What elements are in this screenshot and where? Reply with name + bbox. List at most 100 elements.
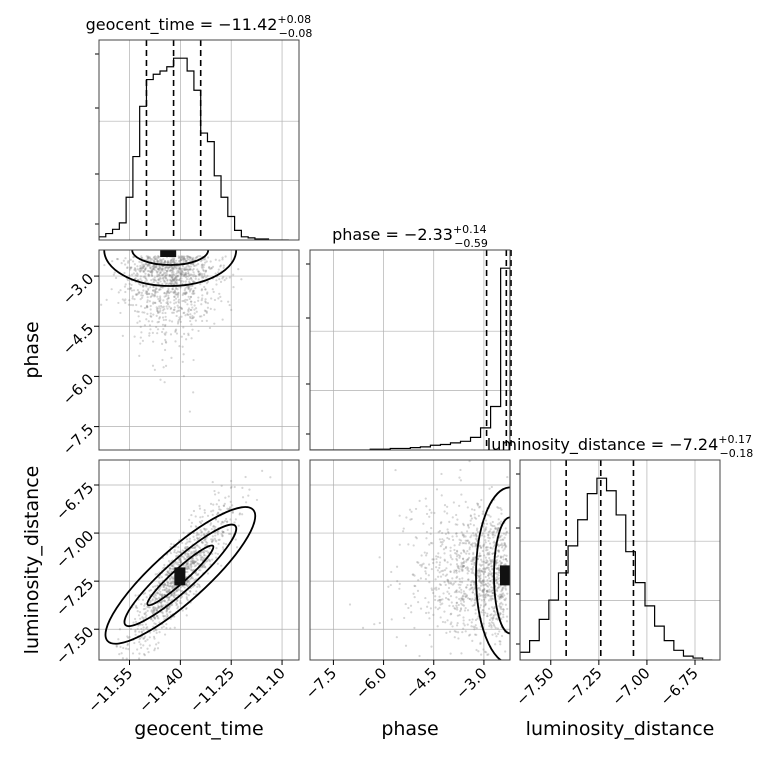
sample-point	[479, 558, 483, 561]
sample-point	[193, 292, 196, 295]
sample-point	[153, 368, 156, 371]
sample-point	[152, 313, 155, 316]
sample-point	[160, 342, 164, 345]
sample-point	[163, 348, 167, 352]
sample-point	[93, 262, 95, 264]
sample-point	[163, 271, 166, 274]
sample-point	[496, 581, 499, 584]
sample-point	[470, 543, 473, 546]
sample-point	[168, 274, 172, 277]
sample-point	[495, 635, 498, 638]
sample-point	[496, 627, 499, 630]
sample-point	[182, 267, 185, 270]
sample-point	[195, 525, 198, 529]
sample-point	[184, 565, 187, 568]
sample-point	[141, 285, 145, 288]
histogram-geocent_time	[99, 57, 289, 240]
sample-point	[181, 345, 184, 348]
sample-point	[200, 551, 203, 554]
sample-point	[160, 259, 163, 262]
sample-point	[157, 310, 160, 314]
sample-point	[459, 539, 463, 542]
sample-point	[440, 472, 443, 476]
sample-point	[151, 271, 154, 274]
sample-point	[162, 258, 165, 261]
x-tick-label: −3.0	[452, 664, 490, 702]
sample-point	[447, 580, 450, 583]
sample-point	[499, 556, 503, 559]
sample-point	[435, 566, 438, 569]
sample-point	[183, 268, 186, 271]
sample-point	[490, 606, 494, 609]
sample-point	[491, 633, 494, 636]
sample-point	[170, 276, 173, 279]
sample-point	[171, 269, 174, 272]
sample-point	[173, 256, 176, 259]
sample-point	[403, 616, 406, 620]
sample-point	[428, 508, 431, 511]
sample-point	[146, 312, 149, 315]
sample-point	[159, 277, 162, 280]
sample-point	[213, 527, 216, 530]
sample-point	[487, 566, 490, 569]
sample-point	[190, 577, 193, 580]
sample-point	[186, 580, 189, 583]
sample-point	[465, 560, 468, 563]
sample-point	[129, 258, 132, 261]
sample-point	[475, 539, 478, 542]
sample-point	[477, 569, 481, 572]
sample-point	[146, 292, 149, 296]
sample-point	[118, 653, 121, 656]
sample-point	[463, 592, 466, 595]
sample-point	[222, 521, 225, 524]
sample-point	[138, 640, 141, 644]
sample-point	[173, 273, 176, 277]
sample-point	[481, 582, 484, 585]
sample-point	[133, 335, 136, 338]
sample-point	[245, 501, 248, 504]
sample-point	[481, 512, 484, 515]
sample-point	[201, 294, 204, 297]
sample-point	[177, 269, 181, 272]
sample-point	[491, 597, 495, 601]
sample-point	[450, 621, 453, 624]
sample-point	[498, 630, 501, 633]
sample-point	[202, 527, 206, 530]
sample-point	[185, 255, 188, 258]
sample-point	[184, 273, 188, 276]
sample-point	[387, 585, 390, 588]
sample-point	[140, 305, 143, 308]
sample-point	[180, 281, 183, 284]
sample-point	[141, 296, 144, 299]
sample-point	[156, 270, 159, 274]
sample-point	[172, 592, 176, 596]
sample-point	[485, 546, 488, 549]
sample-point	[189, 316, 192, 320]
sample-point	[171, 580, 174, 583]
sample-point	[473, 513, 476, 516]
sample-point	[451, 516, 454, 519]
sample-point	[202, 533, 205, 536]
sample-point	[180, 335, 183, 338]
sample-point	[478, 554, 481, 557]
sample-point	[144, 267, 147, 271]
sample-point	[186, 545, 189, 549]
sample-point	[201, 319, 204, 323]
sample-point	[156, 267, 160, 271]
sample-point	[168, 596, 171, 599]
sample-point	[181, 360, 184, 363]
sample-point	[123, 271, 126, 275]
sample-point	[215, 546, 218, 550]
sample-point	[443, 559, 446, 562]
sample-point	[475, 534, 478, 537]
sample-point	[164, 275, 167, 278]
sample-point	[503, 594, 506, 597]
sample-point	[453, 636, 456, 639]
sample-point	[162, 585, 165, 588]
sample-point	[129, 268, 132, 271]
sample-point	[156, 258, 159, 262]
sample-point	[466, 609, 470, 612]
sample-point	[506, 475, 509, 479]
sample-point	[489, 595, 492, 598]
sample-point	[160, 594, 163, 597]
